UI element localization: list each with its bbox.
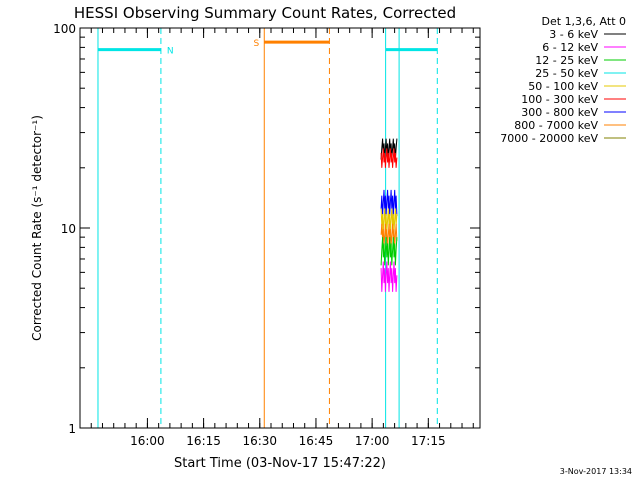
y-tick-label: 100 [53,22,76,36]
x-tick-label: 16:30 [242,434,277,448]
series-line [380,237,398,266]
mode-segment-label: S [254,39,260,49]
x-axis-label: Start Time (03-Nov-17 15:47:22) [174,456,386,471]
x-tick-label: 16:15 [186,434,221,448]
legend-entry-label: 3 - 6 keV [549,28,598,41]
series-line [380,261,398,292]
legend-entry-label: 100 - 300 keV [521,93,598,106]
y-axis-label: Corrected Count Rate (s⁻¹ detector⁻¹) [30,115,44,341]
x-tick-label: 17:00 [355,434,390,448]
legend-entry-label: 800 - 7000 keV [514,119,598,132]
y-tick-label: 1 [68,422,76,436]
plot-frame [79,27,481,429]
mode-segment-label: N [167,47,174,57]
legend-header: Det 1,3,6, Att 0 [542,15,626,28]
legend-entry-label: 25 - 50 keV [535,67,598,80]
series-line [380,189,398,216]
legend-entry-label: 300 - 800 keV [521,106,598,119]
series-line [380,223,398,248]
axis-layer: 100 10 1 16:00 16:15 16:30 16:45 17:00 17:15 [53,22,480,448]
y-tick-label: 10 [61,222,76,236]
legend-entry-label: 7000 - 20000 keV [500,132,598,145]
plot-timestamp: 3-Nov-2017 13:34 [559,467,632,476]
series-line [380,148,398,168]
legend-entry-label: 6 - 12 keV [542,41,598,54]
legend-entry-label: 12 - 25 keV [535,54,598,67]
series-layer [380,138,398,292]
x-tick-label: 16:00 [130,434,165,448]
x-tick-label: 16:45 [299,434,334,448]
x-tick-label: 17:15 [411,434,446,448]
legend-entry-label: 50 - 100 keV [528,80,598,93]
chart-title: HESSI Observing Summary Count Rates, Cor… [74,4,456,22]
